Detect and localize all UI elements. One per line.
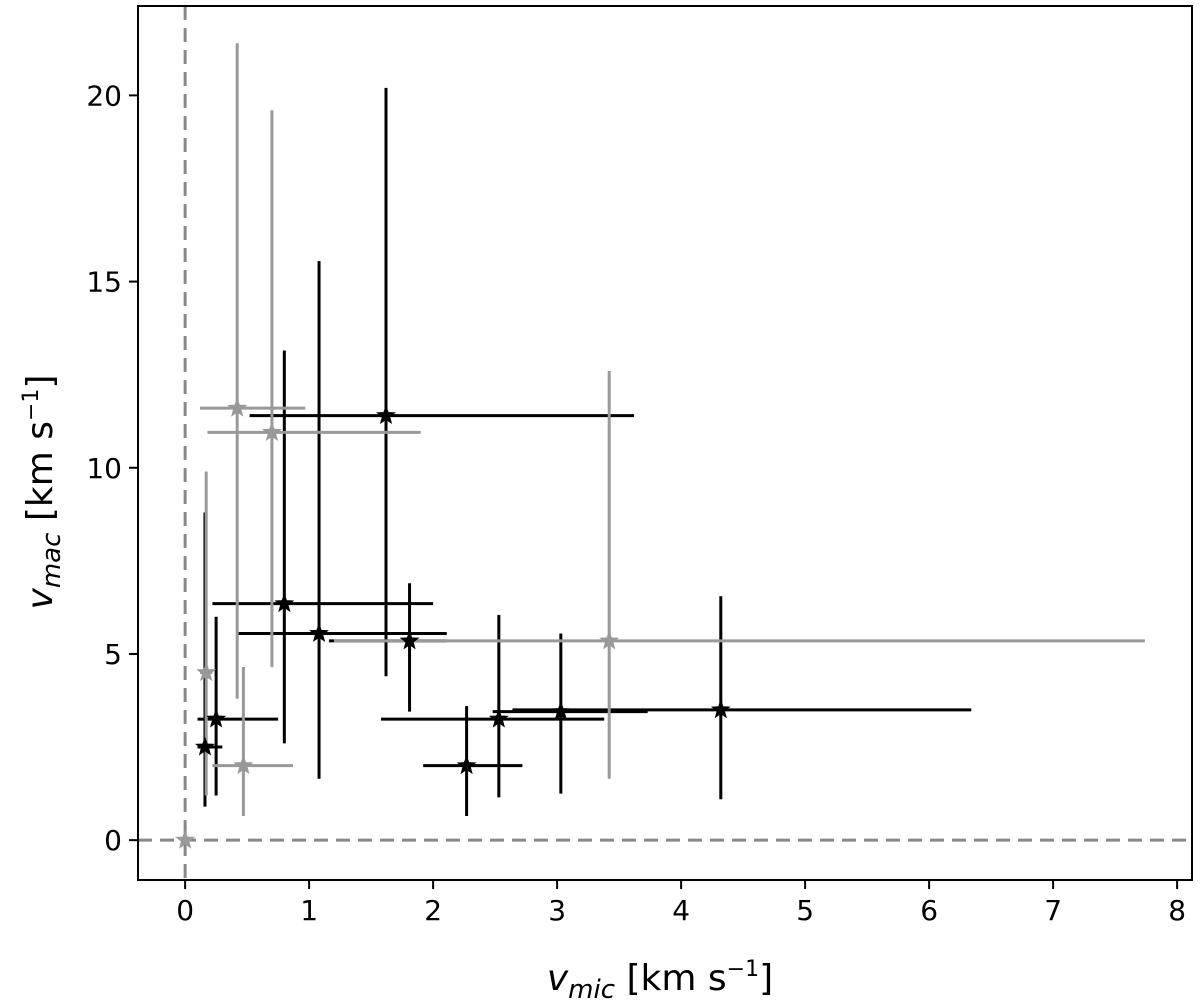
data-point-star: [206, 708, 227, 728]
x-tick-label: 7: [1044, 894, 1062, 927]
y-tick-label: 20: [86, 79, 122, 112]
data-point-star: [262, 421, 282, 441]
y-axis-ticks: 0 5 10 15 20: [86, 79, 138, 857]
x-tick-label: 1: [300, 894, 318, 927]
data-point-star: [309, 623, 329, 642]
data-point-star: [274, 593, 295, 613]
data-point-star: [233, 755, 254, 775]
data-point-star: [456, 755, 477, 775]
data-point-star: [599, 630, 620, 650]
x-tick-label: 8: [1168, 894, 1186, 927]
x-tick-label: 2: [424, 894, 442, 927]
x-axis-ticks: 0 1 2 3 4 5 6 7 8: [176, 880, 1186, 927]
x-tick-label: 3: [548, 894, 566, 927]
y-tick-label: 5: [104, 638, 122, 671]
data-point-star: [175, 829, 196, 849]
data-points: [175, 397, 731, 849]
y-tick-label: 0: [104, 824, 122, 857]
x-axis-label: vmic [km s−1]: [547, 957, 773, 1004]
x-tick-label: 6: [920, 894, 938, 927]
plot-frame: [137, 5, 1193, 881]
data-point-star: [376, 405, 396, 425]
data-point-star: [195, 736, 215, 756]
x-tick-label: 5: [796, 894, 814, 927]
data-point-star: [550, 701, 571, 721]
y-tick-label: 10: [86, 452, 122, 485]
data-point-star: [399, 630, 420, 650]
x-tick-label: 4: [672, 894, 690, 927]
y-axis-label: vmac [km s−1]: [19, 375, 67, 610]
data-point-star: [710, 699, 731, 719]
data-point-star: [196, 662, 217, 682]
data-point-star: [227, 397, 248, 417]
x-tick-label: 0: [176, 894, 194, 927]
data-point-star: [488, 708, 509, 728]
error-bars: [197, 43, 1145, 816]
reference-lines: [138, 6, 1192, 880]
y-tick-label: 15: [86, 266, 122, 299]
